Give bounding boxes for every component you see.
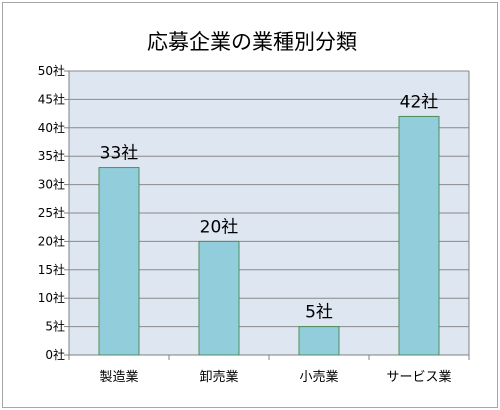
- y-tick-label: 25社: [38, 205, 65, 220]
- x-tick-label: 小売業: [299, 369, 338, 385]
- x-tick-label: 製造業: [99, 369, 138, 385]
- data-label: 42社: [400, 92, 439, 112]
- x-tick-label: サービス業: [386, 369, 451, 385]
- y-tick-label: 40社: [38, 120, 65, 135]
- y-tick-label: 20社: [38, 233, 65, 248]
- y-tick-label: 45社: [38, 91, 65, 106]
- y-tick-label: 50社: [38, 63, 65, 78]
- data-label: 20社: [200, 217, 239, 237]
- x-tick-label: 卸売業: [199, 369, 238, 385]
- y-tick-label: 10社: [38, 290, 65, 305]
- bar: [198, 240, 240, 356]
- data-label: 5社: [305, 303, 333, 323]
- bar: [298, 326, 340, 356]
- y-tick-label: 30社: [38, 177, 65, 192]
- chart-title: 応募企業の業種別分類: [147, 30, 357, 54]
- data-label: 33社: [100, 144, 139, 164]
- bar-chart: 応募企業の業種別分類 0社 5社 10社 15社 20社 25社 30社 35社 40社 45社 5…: [38, 30, 470, 385]
- y-tick-label: 15社: [38, 262, 65, 277]
- y-tick-label: 0社: [45, 347, 65, 362]
- y-tick-label: 35社: [38, 148, 65, 163]
- y-tick-label: 5社: [45, 319, 65, 334]
- bar: [98, 167, 140, 356]
- bar: [398, 115, 440, 356]
